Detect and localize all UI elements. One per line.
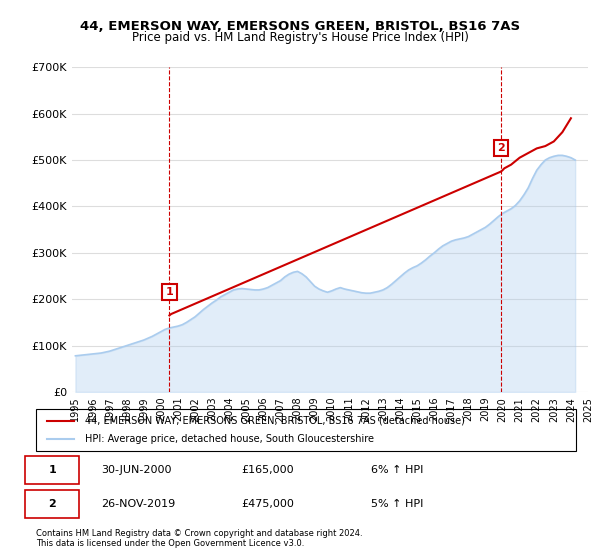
FancyBboxPatch shape	[25, 456, 79, 484]
Text: 2: 2	[49, 499, 56, 509]
Text: 30-JUN-2000: 30-JUN-2000	[101, 465, 172, 475]
Text: 6% ↑ HPI: 6% ↑ HPI	[371, 465, 423, 475]
Text: 5% ↑ HPI: 5% ↑ HPI	[371, 499, 423, 509]
Text: £165,000: £165,000	[241, 465, 294, 475]
FancyBboxPatch shape	[25, 490, 79, 518]
Text: 1: 1	[49, 465, 56, 475]
Text: This data is licensed under the Open Government Licence v3.0.: This data is licensed under the Open Gov…	[36, 539, 304, 548]
Text: Price paid vs. HM Land Registry's House Price Index (HPI): Price paid vs. HM Land Registry's House …	[131, 31, 469, 44]
Text: £475,000: £475,000	[241, 499, 294, 509]
Text: 2: 2	[497, 143, 505, 153]
Text: 1: 1	[166, 287, 173, 297]
Text: HPI: Average price, detached house, South Gloucestershire: HPI: Average price, detached house, Sout…	[85, 434, 374, 444]
Text: 44, EMERSON WAY, EMERSONS GREEN, BRISTOL, BS16 7AS (detached house): 44, EMERSON WAY, EMERSONS GREEN, BRISTOL…	[85, 416, 464, 426]
Text: 44, EMERSON WAY, EMERSONS GREEN, BRISTOL, BS16 7AS: 44, EMERSON WAY, EMERSONS GREEN, BRISTOL…	[80, 20, 520, 32]
Text: Contains HM Land Registry data © Crown copyright and database right 2024.: Contains HM Land Registry data © Crown c…	[36, 529, 362, 538]
Text: 26-NOV-2019: 26-NOV-2019	[101, 499, 175, 509]
